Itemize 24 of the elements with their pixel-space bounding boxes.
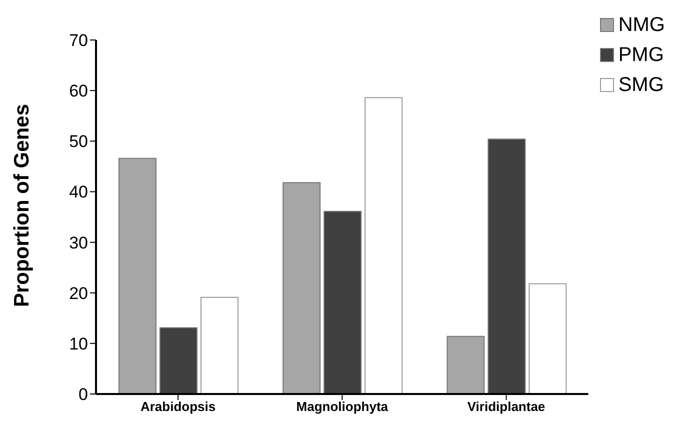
y-axis-title: Proportion of Genes	[10, 104, 34, 307]
y-tick-label: 0	[78, 385, 88, 404]
bar	[324, 210, 362, 394]
bar	[282, 182, 321, 394]
bar	[118, 158, 156, 394]
y-tick-label: 60	[69, 82, 88, 101]
bar	[528, 283, 567, 394]
legend-label: PMG	[618, 43, 664, 68]
y-tick-label: 10	[69, 334, 88, 354]
y-tick-label: 50	[69, 132, 88, 152]
legend-label: NMG	[618, 13, 665, 38]
legend-label: SMG	[618, 73, 664, 98]
bar	[200, 296, 238, 394]
bar	[159, 327, 198, 394]
y-tick-label: 30	[69, 233, 88, 252]
y-tick-label: 70	[69, 31, 88, 50]
y-tick-label: 20	[69, 284, 88, 303]
x-tick-label: Magnoliophyta	[296, 399, 389, 414]
bar	[364, 97, 403, 394]
bar	[488, 138, 526, 394]
x-tick-label: Viridiplantae	[467, 399, 546, 414]
bar	[446, 336, 485, 394]
y-tick-label: 40	[69, 182, 88, 202]
x-tick-label: Arabidopsis	[140, 399, 216, 414]
